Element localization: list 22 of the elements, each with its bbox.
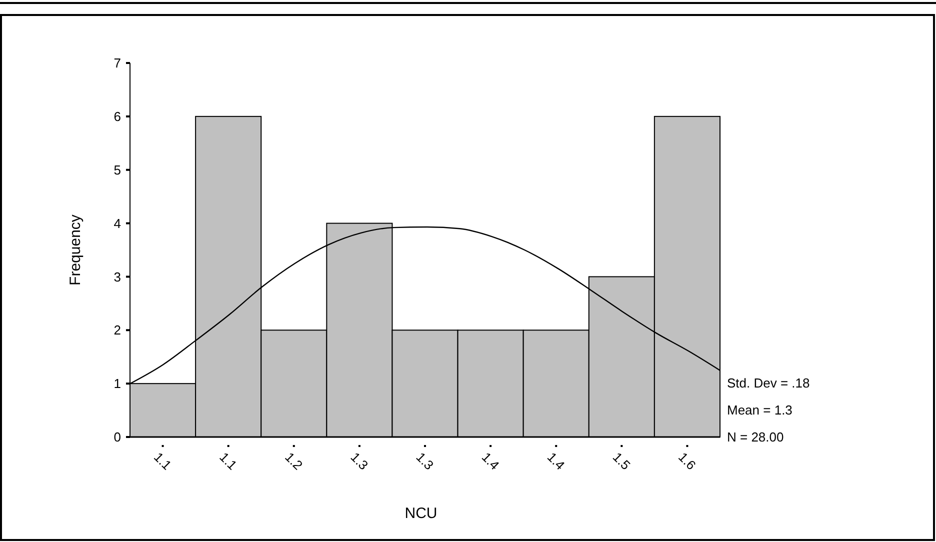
x-tick-label: 1.5 — [610, 449, 634, 473]
y-axis-title: Frequency — [67, 214, 84, 286]
x-tick-label: 1.1 — [216, 449, 240, 473]
x-tick-label: 1.2 — [282, 449, 306, 473]
y-tick-label: 1 — [114, 376, 121, 392]
x-tick-label: 1.1 — [151, 449, 174, 473]
y-tick-label: 2 — [114, 322, 121, 338]
y-tick-label: 6 — [114, 108, 121, 124]
y-tick-label: 0 — [114, 430, 121, 445]
y-tick-label: 4 — [114, 216, 121, 231]
x-tick-label: 1.4 — [544, 449, 568, 473]
text: N = 28.00 — [727, 430, 784, 445]
text: Std. Dev = .18 — [727, 376, 810, 391]
x-tick-label: 1.3 — [413, 449, 437, 473]
x-axis-title: NCU — [404, 505, 438, 522]
x-tick-label: 1.6 — [675, 449, 699, 473]
y-tick-label: 5 — [114, 162, 121, 178]
y-tick-label: 7 — [114, 56, 121, 71]
x-tick-label: 1.4 — [478, 449, 502, 473]
text: Mean = 1.3 — [727, 402, 792, 418]
y-tick-label: 3 — [114, 269, 121, 284]
x-tick-label: 1.3 — [348, 449, 372, 473]
